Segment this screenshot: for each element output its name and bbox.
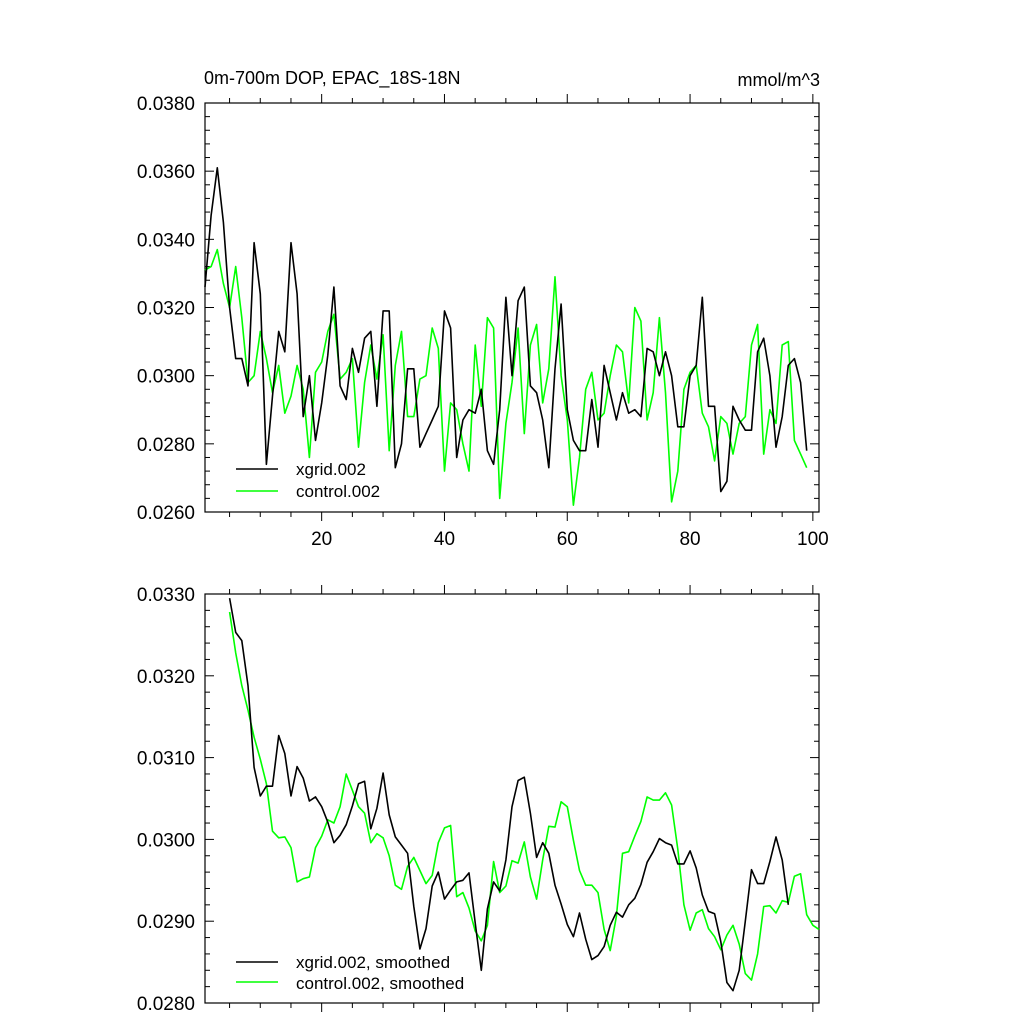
legend-label-control-smoothed: control.002, smoothed <box>296 974 464 993</box>
bottom-panel-series <box>228 597 820 992</box>
top-panel-units-label: mmol/m^3 <box>738 70 820 90</box>
top-y-tick-label: 0.0260 <box>137 503 195 524</box>
bottom-series-line-xgrid-002-smoothed <box>228 597 790 992</box>
top-y-tick-label: 0.0280 <box>137 435 195 456</box>
bottom-y-tick-label: 0.0310 <box>137 749 195 770</box>
top-y-tick-label: 0.0320 <box>137 299 195 320</box>
bottom-y-tick-label: 0.0280 <box>137 994 195 1015</box>
top-series-line-xgrid-002 <box>204 167 808 493</box>
legend-label-control: control.002 <box>296 482 380 501</box>
top-panel-legend: xgrid.002 control.002 <box>236 460 380 501</box>
bottom-y-tick-label: 0.0330 <box>137 585 195 606</box>
bottom-panel-ticks: 0.0280 0.0290 0.0300 0.0310 0.0320 0.0330 <box>137 585 819 1015</box>
top-x-tick-label: 80 <box>679 529 700 550</box>
top-panel: 0m-700m DOP, EPAC_18S-18N mmol/m^3 0.026… <box>137 68 829 550</box>
top-y-tick-label: 0.0300 <box>137 367 195 388</box>
legend-label-xgrid: xgrid.002 <box>296 460 366 479</box>
top-x-tick-label: 40 <box>434 529 455 550</box>
bottom-panel-plot-frame <box>204 593 820 1004</box>
bottom-series-line-control-002-smoothed <box>228 611 820 981</box>
top-panel-ticks: 0.0260 0.0280 0.0300 0.0320 0.0340 0.0360 0.03… <box>137 94 829 550</box>
bottom-y-tick-label: 0.0300 <box>137 830 195 851</box>
top-panel-series <box>204 167 808 507</box>
bottom-y-tick-label: 0.0290 <box>137 912 195 933</box>
top-x-tick-label: 100 <box>797 529 829 550</box>
bottom-panel: 0.0280 0.0290 0.0300 0.0310 0.0320 0.0330 xgr… <box>137 585 820 1015</box>
top-x-tick-label: 20 <box>311 529 332 550</box>
top-y-tick-label: 0.0340 <box>137 230 195 251</box>
top-y-tick-label: 0.0360 <box>137 162 195 183</box>
top-x-tick-label: 60 <box>557 529 578 550</box>
top-panel-title: 0m-700m DOP, EPAC_18S-18N <box>204 68 460 89</box>
bottom-panel-legend: xgrid.002, smoothed control.002, smoothe… <box>236 953 464 993</box>
legend-label-xgrid-smoothed: xgrid.002, smoothed <box>296 953 450 972</box>
bottom-y-tick-label: 0.0320 <box>137 667 195 688</box>
top-series-line-control-002 <box>204 248 808 507</box>
top-y-tick-label: 0.0380 <box>137 94 195 115</box>
